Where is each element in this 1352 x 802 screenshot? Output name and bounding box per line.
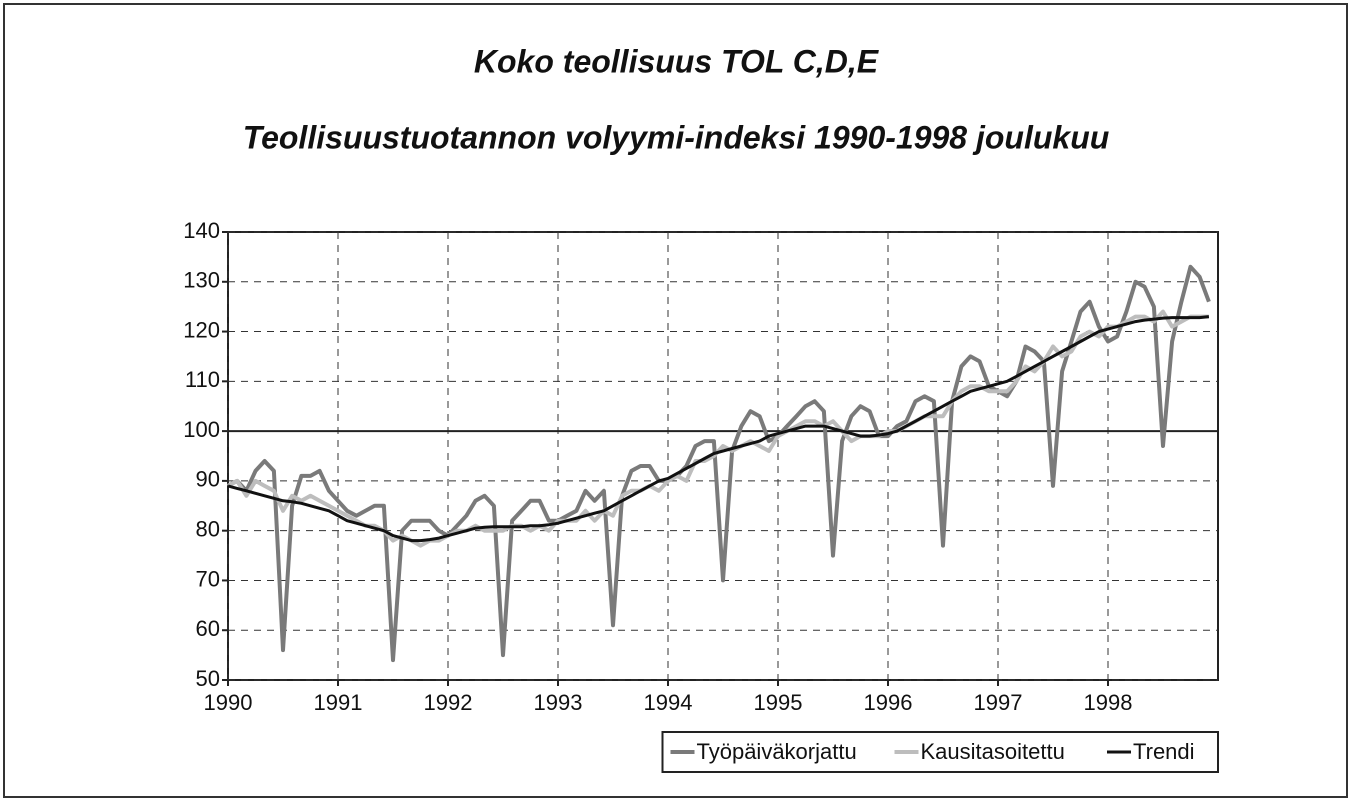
- series-line: [227, 264, 1211, 663]
- legend-label: Työpäiväkorjattu: [697, 739, 857, 764]
- x-tick-label: 1992: [424, 690, 473, 715]
- y-tick-label: 60: [196, 616, 220, 641]
- x-tick-label: 1998: [1084, 690, 1133, 715]
- y-tick-label: 90: [196, 467, 220, 492]
- x-tick-label: 1991: [314, 690, 363, 715]
- chart-title: Koko teollisuus TOL C,D,E: [474, 43, 880, 79]
- x-tick-label: 1993: [534, 690, 583, 715]
- plot-area: [227, 231, 1219, 681]
- legend-label: Kausitasoitettu: [921, 739, 1065, 764]
- x-tick-label: 1994: [644, 690, 693, 715]
- x-tick-label: 1996: [864, 690, 913, 715]
- y-tick-label: 120: [183, 317, 220, 342]
- y-tick-label: 50: [196, 666, 220, 691]
- y-tick-label: 100: [183, 417, 220, 442]
- y-tick-label: 110: [185, 367, 220, 392]
- legend-label: Trendi: [1133, 739, 1195, 764]
- y-tick-label: 80: [196, 516, 220, 541]
- y-tick-label: 130: [183, 268, 220, 293]
- legend: Työpäiväkorjattu Kausitasoitettu Trendi: [661, 731, 1219, 773]
- chart-subtitle: Teollisuustuotannon volyymi-indeksi 1990…: [243, 119, 1110, 155]
- y-tick-label: 140: [183, 218, 220, 243]
- series-line: [227, 315, 1210, 543]
- y-tick-label: 70: [196, 566, 220, 591]
- x-tick-label: 1997: [974, 690, 1023, 715]
- x-tick-label: 1995: [754, 690, 803, 715]
- x-tick-label: 1990: [204, 690, 253, 715]
